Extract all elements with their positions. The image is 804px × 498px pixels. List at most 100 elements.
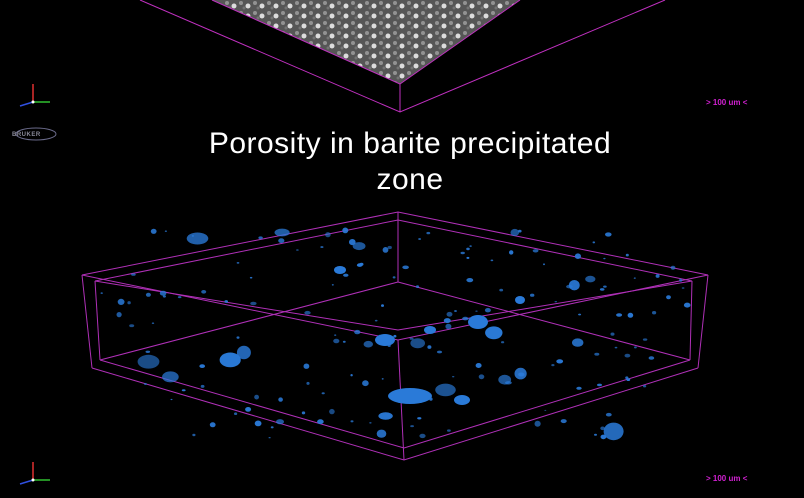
pore <box>572 338 584 347</box>
pore <box>402 265 409 270</box>
pore <box>462 316 469 321</box>
pore <box>144 383 147 385</box>
pore <box>164 230 167 232</box>
pore <box>655 274 660 278</box>
pore <box>475 310 478 312</box>
pore <box>350 420 354 423</box>
pore <box>162 371 179 383</box>
pore <box>469 245 472 248</box>
pore <box>415 285 420 288</box>
pore <box>410 425 414 428</box>
pore <box>387 245 392 250</box>
pore-cluster <box>100 227 691 441</box>
pore <box>378 412 393 420</box>
pore <box>683 302 691 308</box>
pore <box>616 313 623 317</box>
pore <box>544 409 547 411</box>
pore <box>614 346 618 349</box>
pore <box>532 249 539 253</box>
pore <box>510 228 520 237</box>
pore <box>627 312 634 318</box>
bruker-logo-text: BRUKER <box>12 132 41 138</box>
pore <box>578 313 582 316</box>
pore <box>329 408 335 415</box>
pore <box>554 301 558 303</box>
pore <box>568 280 580 291</box>
pore <box>254 420 262 427</box>
pore <box>356 263 363 267</box>
pore <box>369 422 372 424</box>
pore <box>301 411 306 415</box>
pore <box>219 352 241 368</box>
pore <box>560 419 567 424</box>
pore <box>642 338 648 341</box>
pore <box>245 407 252 412</box>
pore <box>670 265 676 270</box>
pore <box>633 277 636 279</box>
pore <box>199 364 205 368</box>
pore <box>490 259 494 262</box>
pore <box>600 434 607 440</box>
pore <box>192 433 196 437</box>
pore <box>478 374 485 380</box>
pore <box>530 293 535 297</box>
axis-indicator-bottom <box>19 462 50 485</box>
pore <box>117 298 125 305</box>
pore <box>625 376 629 380</box>
pore <box>191 235 194 237</box>
pore <box>362 380 369 387</box>
pore <box>268 437 271 439</box>
pore <box>446 311 453 317</box>
pore <box>393 334 397 338</box>
pore <box>484 308 491 313</box>
pore <box>376 429 387 438</box>
pore <box>576 386 582 390</box>
pore <box>186 232 209 245</box>
pore <box>304 310 311 315</box>
pore <box>278 397 283 402</box>
scale-label-bottom: > 100 um < <box>706 474 748 483</box>
pore <box>354 329 361 335</box>
pore <box>249 276 253 279</box>
pore <box>334 266 346 274</box>
pore <box>466 247 470 251</box>
pore <box>603 257 606 260</box>
pore <box>534 420 541 427</box>
pore <box>625 253 629 257</box>
pore <box>234 412 238 416</box>
pore <box>343 273 349 277</box>
pore <box>605 412 612 417</box>
scale-label-top: > 100 um < <box>706 98 748 107</box>
pore <box>501 341 505 344</box>
pore <box>201 290 207 294</box>
pore <box>419 433 426 439</box>
pore <box>436 350 443 354</box>
pore <box>321 392 325 395</box>
pore <box>410 338 426 349</box>
pore <box>426 231 431 235</box>
pore <box>159 290 167 296</box>
pore <box>303 363 310 369</box>
pore <box>643 385 647 388</box>
pore <box>445 323 452 330</box>
pore <box>424 326 436 334</box>
pore <box>151 322 155 325</box>
pore <box>388 388 432 404</box>
pore <box>515 296 525 304</box>
pore <box>236 336 240 339</box>
pore <box>603 285 607 288</box>
pore <box>296 249 299 251</box>
pore <box>679 278 683 282</box>
pore <box>585 275 596 283</box>
pore <box>349 239 356 246</box>
pore <box>417 417 422 420</box>
pore <box>177 296 182 299</box>
pore <box>342 340 346 343</box>
slide-title-line1: Porosity in barite precipitated <box>208 127 612 160</box>
pore <box>331 284 334 286</box>
pore <box>498 374 512 385</box>
pore <box>427 345 432 349</box>
pore <box>181 389 186 392</box>
